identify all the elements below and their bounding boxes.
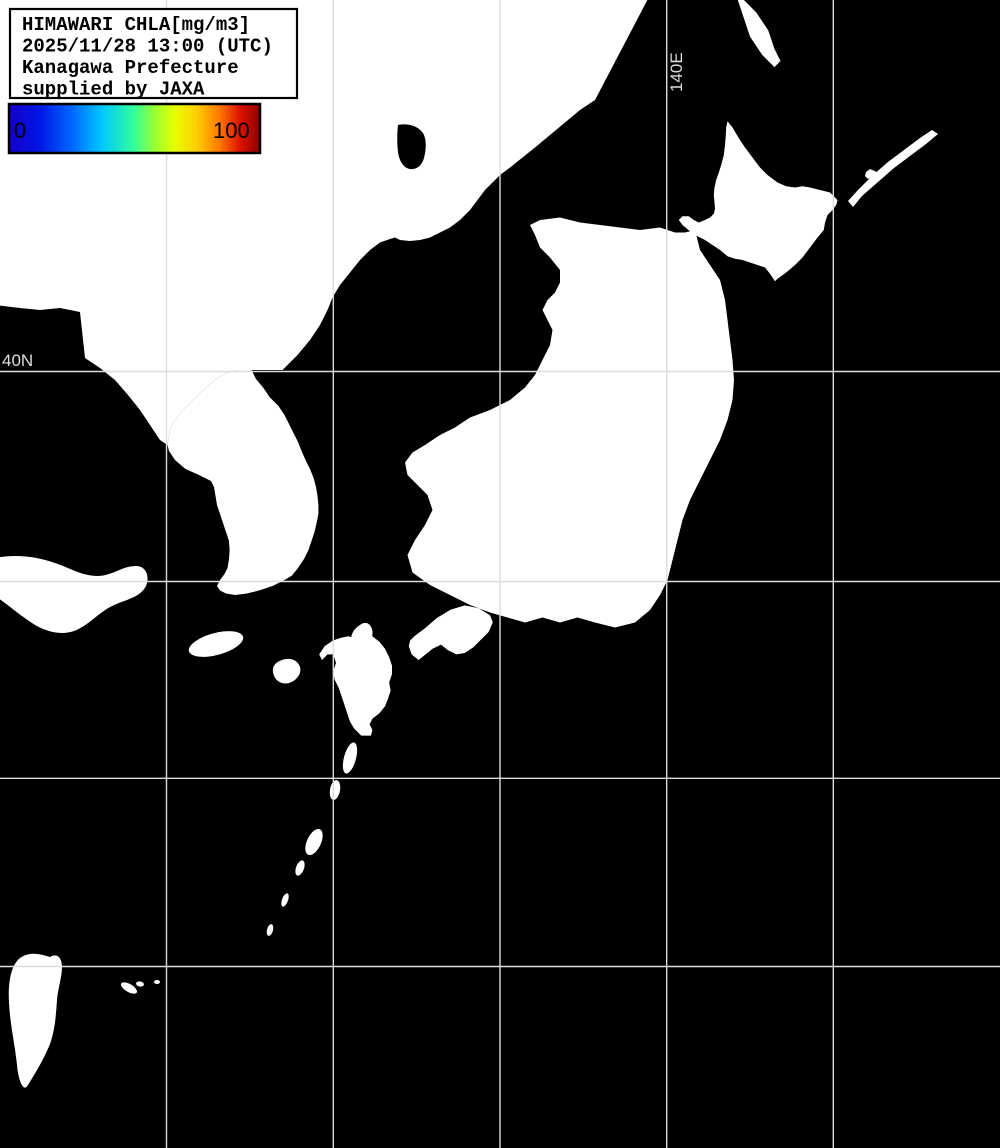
svg-text:HIMAWARI CHLA[mg/m3]: HIMAWARI CHLA[mg/m3]	[22, 14, 250, 36]
svg-text:Kanagawa Prefecture: Kanagawa Prefecture	[22, 57, 239, 79]
svg-text:100: 100	[213, 118, 250, 143]
svg-text:2025/11/28 13:00 (UTC): 2025/11/28 13:00 (UTC)	[22, 36, 273, 58]
svg-text:supplied by JAXA: supplied by JAXA	[22, 79, 205, 101]
svg-text:0: 0	[14, 118, 26, 143]
svg-text:140E: 140E	[667, 52, 686, 92]
svg-text:40N: 40N	[2, 351, 33, 370]
